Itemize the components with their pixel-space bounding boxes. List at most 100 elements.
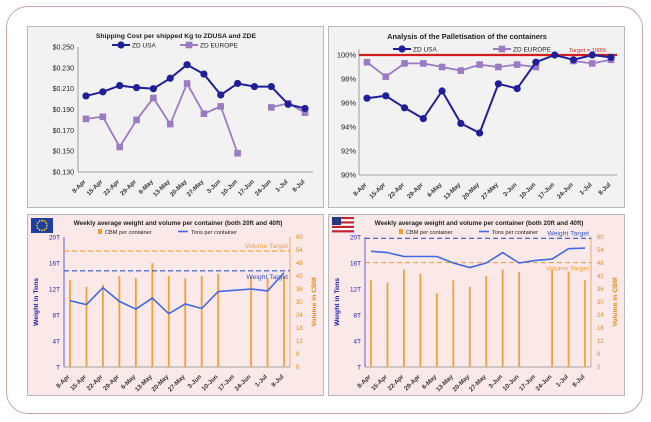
x-tick-label: 29-Apr: [119, 178, 138, 197]
bar-cbm: [85, 286, 88, 367]
usa-weight-volume-chart: Weekly average weight and volume per con…: [332, 217, 619, 393]
y-tick-label: $0.150: [53, 149, 75, 156]
legend-marker-zd-europe: [185, 41, 193, 49]
x-tick-label: 1-Jul: [555, 373, 570, 388]
x-tick-label: 6-May: [426, 181, 444, 199]
y2-tick-label: 36: [296, 287, 303, 293]
y2-tick-label: 12: [296, 339, 303, 345]
point-zd-usa: [588, 51, 596, 59]
legend-label-cbm: CBM per container: [406, 230, 453, 236]
x-tick-label: 8-Jul: [571, 373, 586, 388]
bar-cbm: [419, 273, 422, 367]
legend-marker-zd-usa: [398, 45, 406, 53]
line-zd-europe-0: [366, 61, 537, 78]
eu-flag-star: [36, 222, 39, 224]
x-tick-label: 8-Apr: [352, 181, 369, 198]
point-zd-europe: [268, 104, 275, 111]
bar-cbm: [386, 282, 389, 367]
legend-label-tons: Tons per container: [492, 230, 538, 236]
y-tick-label: 96%: [341, 99, 356, 108]
y-tick-label: $0.250: [53, 45, 75, 52]
line-zd-europe-0: [85, 82, 239, 154]
volume-target-label: Volume Target: [546, 266, 589, 273]
point-zd-europe: [363, 58, 371, 66]
y2-tick-label: 0: [597, 365, 601, 371]
point-zd-europe: [99, 113, 107, 121]
x-tick-label: 10-Jun: [502, 373, 521, 392]
y-tick-label: 90%: [341, 171, 356, 180]
x-tick-label: 10-Jun: [518, 181, 537, 200]
legend-swatch-cbm: [399, 229, 403, 234]
point-zd-usa: [569, 56, 578, 64]
bar-cbm: [485, 276, 488, 367]
y2-tick-label: 48: [597, 261, 604, 267]
point-zd-usa: [82, 92, 90, 100]
point-zd-europe: [116, 143, 123, 151]
point-zd-usa: [149, 85, 157, 93]
point-zd-usa: [438, 87, 446, 95]
y2-tick-label: 48: [296, 261, 303, 267]
x-tick-label: 22-Apr: [102, 178, 121, 197]
point-zd-europe: [457, 67, 465, 74]
y-tick-label: $0.210: [53, 86, 75, 93]
y2-tick-label: 54: [296, 248, 303, 254]
point-zd-usa: [551, 51, 559, 59]
y-tick-label: 16T: [49, 261, 60, 268]
x-tick-label: 20-May: [169, 178, 189, 198]
y-tick-label: 12T: [350, 287, 361, 294]
x-tick-label: 27-May: [480, 181, 500, 201]
x-tick-label: 24-Jun: [254, 178, 273, 197]
eu-flag-star: [45, 222, 48, 224]
point-zd-europe: [301, 109, 309, 116]
europe-weight-volume-panel: Weekly average weight and volume per con…: [27, 214, 324, 396]
us-flag-icon: [332, 217, 354, 233]
x-tick-label: 27-May: [186, 178, 206, 198]
y2-tick-label: 6: [597, 352, 601, 358]
x-tick-label: 1-Jul: [254, 373, 269, 388]
bar-cbm: [452, 280, 455, 367]
x-tick-label: 1-Jul: [578, 181, 593, 196]
us-flag-stripe: [332, 219, 354, 222]
point-zd-usa: [532, 58, 540, 66]
y-tick-label: 98%: [341, 75, 356, 84]
eu-flag-star: [36, 227, 39, 229]
y-tick-label: $0.170: [53, 128, 75, 135]
point-zd-usa: [513, 85, 521, 93]
bar-cbm: [151, 263, 154, 367]
legend-label-tons: Tons per container: [191, 230, 237, 236]
chart-title: Shipping Cost per shipped Kg to ZDUSA an…: [96, 33, 257, 40]
y-tick-label: T: [56, 365, 60, 372]
x-tick-label: 27-May: [468, 373, 488, 393]
shipping-cost-chart: Shipping Cost per shipped Kg to ZDUSA an…: [53, 33, 313, 198]
line-tons: [69, 272, 285, 315]
x-tick-label: 22-Apr: [86, 373, 105, 392]
us-flag-stripe: [332, 228, 354, 231]
point-zd-europe: [200, 110, 208, 117]
point-zd-europe: [150, 94, 157, 102]
point-zd-usa: [183, 61, 191, 69]
x-tick-label: 17-Jun: [518, 373, 537, 392]
x-tick-label: 3-Jun: [502, 181, 519, 198]
chart-title: Weekly average weight and volume per con…: [74, 220, 283, 227]
x-tick-label: 17-Jun: [217, 373, 236, 392]
us-flag-stripe: [332, 221, 354, 224]
point-zd-usa: [234, 79, 242, 88]
point-zd-usa: [217, 91, 225, 99]
y2-tick-label: 24: [296, 313, 303, 319]
chart-title: Analysis of the Palletisation of the con…: [387, 32, 547, 41]
point-zd-europe: [217, 103, 225, 110]
weight-target-label: Weight Target: [246, 274, 288, 281]
x-tick-label: 8-Jul: [291, 178, 306, 193]
point-zd-usa: [284, 100, 292, 108]
x-tick-label: 24-Jun: [233, 373, 252, 392]
point-zd-usa: [166, 74, 174, 82]
bar-cbm: [102, 284, 104, 367]
bar-cbm: [468, 286, 471, 367]
point-zd-usa: [301, 104, 309, 113]
point-zd-usa: [476, 129, 484, 137]
point-zd-europe: [438, 63, 446, 71]
point-zd-europe: [401, 60, 408, 67]
point-zd-europe: [476, 61, 483, 68]
point-zd-europe: [382, 73, 390, 80]
point-zd-usa: [363, 94, 371, 102]
